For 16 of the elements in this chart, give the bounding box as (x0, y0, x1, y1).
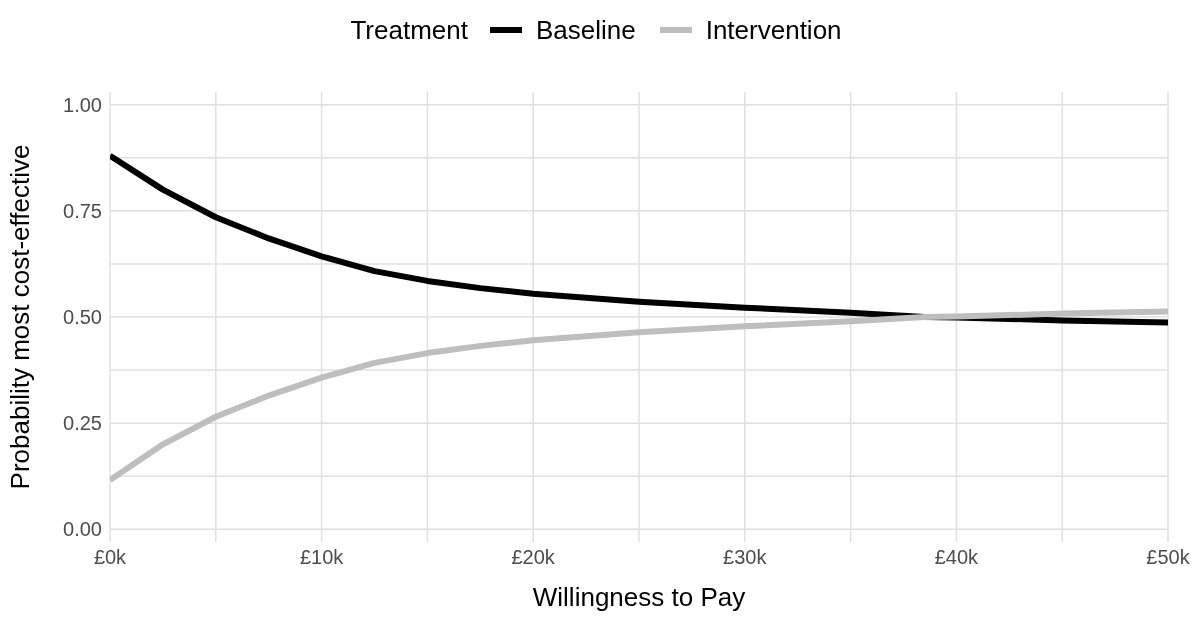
x-tick-label: £50k (1146, 546, 1191, 569)
y-tick-label: 0.75 (63, 199, 102, 222)
x-tick-label: £10k (299, 546, 345, 569)
legend-label: Intervention (705, 14, 842, 46)
y-tick-label: 0.25 (63, 412, 102, 435)
y-axis-title: Probability most cost-effective (5, 144, 36, 490)
y-tick-label: 0.00 (63, 518, 102, 541)
legend-label: Baseline (535, 14, 636, 46)
x-tick-label: £0k (93, 546, 128, 569)
y-tick-label: 1.00 (63, 93, 102, 116)
y-tick-label: 0.50 (63, 306, 102, 329)
x-tick-label: £40k (934, 546, 980, 569)
x-tick-label: £30k (723, 546, 768, 569)
x-tick-label: £20k (511, 546, 556, 569)
legend-title: Treatment (350, 14, 468, 46)
x-axis-title: Willingness to Pay (532, 582, 746, 612)
